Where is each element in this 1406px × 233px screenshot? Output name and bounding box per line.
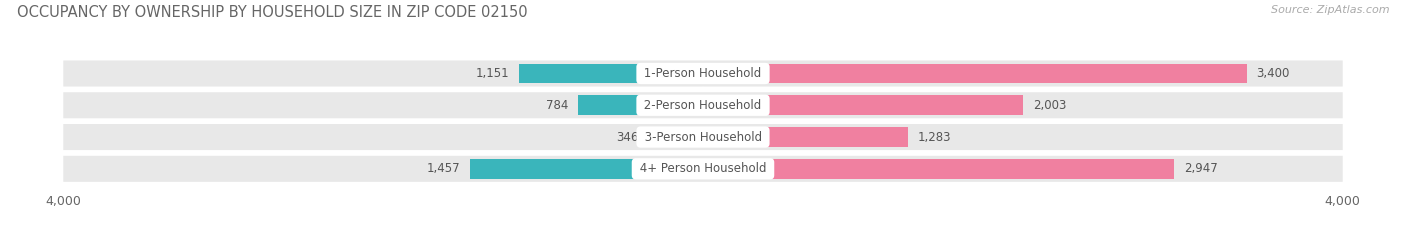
FancyBboxPatch shape (703, 156, 1343, 182)
FancyBboxPatch shape (63, 92, 703, 118)
FancyBboxPatch shape (703, 61, 1343, 86)
Bar (703, 127, 908, 147)
Bar (648, 127, 703, 147)
Text: 3,400: 3,400 (1257, 67, 1289, 80)
Text: 4+ Person Household: 4+ Person Household (636, 162, 770, 175)
Bar (470, 159, 703, 179)
FancyBboxPatch shape (63, 61, 703, 86)
Bar (578, 96, 703, 115)
Text: 3-Person Household: 3-Person Household (641, 130, 765, 144)
FancyBboxPatch shape (703, 92, 1343, 118)
Text: 1,151: 1,151 (475, 67, 509, 80)
Bar (703, 64, 1247, 83)
Bar (703, 96, 1024, 115)
FancyBboxPatch shape (703, 124, 1343, 150)
Bar (519, 64, 703, 83)
Text: 346: 346 (616, 130, 638, 144)
Text: 1-Person Household: 1-Person Household (641, 67, 765, 80)
Text: OCCUPANCY BY OWNERSHIP BY HOUSEHOLD SIZE IN ZIP CODE 02150: OCCUPANCY BY OWNERSHIP BY HOUSEHOLD SIZE… (17, 5, 527, 20)
Text: 2-Person Household: 2-Person Household (641, 99, 765, 112)
FancyBboxPatch shape (63, 124, 703, 150)
Text: 784: 784 (546, 99, 568, 112)
Text: 2,003: 2,003 (1033, 99, 1066, 112)
Text: Source: ZipAtlas.com: Source: ZipAtlas.com (1271, 5, 1389, 15)
Text: 2,947: 2,947 (1184, 162, 1218, 175)
Text: 1,457: 1,457 (427, 162, 460, 175)
Text: 1,283: 1,283 (918, 130, 952, 144)
FancyBboxPatch shape (63, 156, 703, 182)
Bar (703, 159, 1174, 179)
